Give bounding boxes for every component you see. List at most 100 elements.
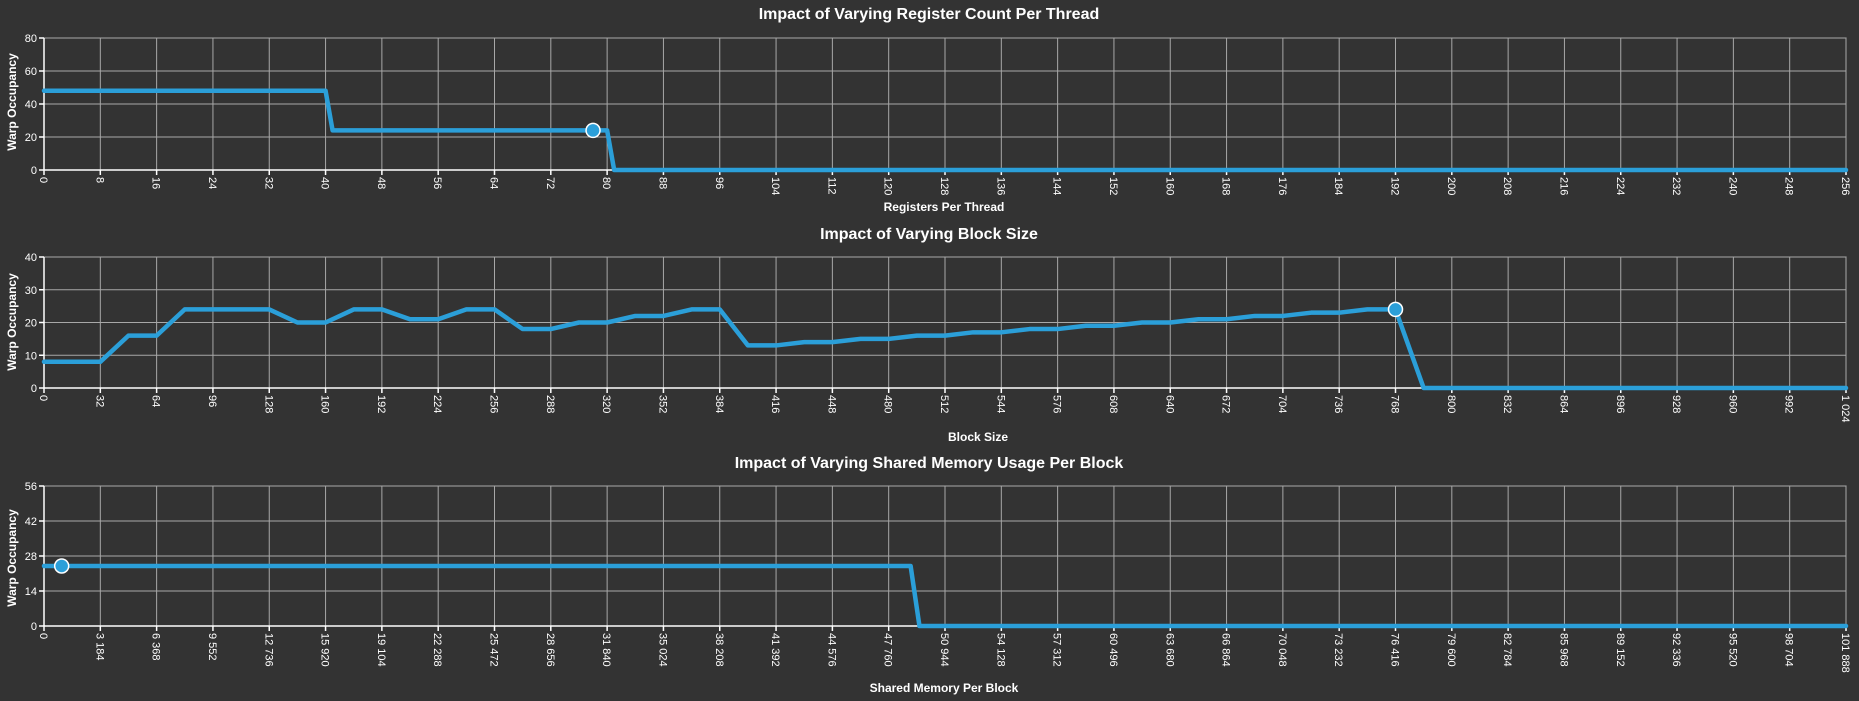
block-size-x-tick-label: 192 [375, 395, 387, 413]
registers-x-tick-label: 56 [431, 177, 443, 189]
block-size-x-tick-label: 256 [488, 395, 500, 413]
block-size-x-tick-label: 832 [1501, 395, 1513, 413]
shared-memory-current-marker[interactable] [53, 558, 70, 574]
chart-registers-plot: 0 8 16 24 32 40 48 56 64 72 80 88 96 104 112 120 128 136 1… [25, 33, 1851, 195]
block-size-x-tick-label: 416 [769, 395, 781, 413]
registers-x-tick-label: 104 [769, 177, 781, 195]
shared-memory-x-tick-label: 63 680 [1163, 633, 1175, 667]
registers-x-tick-label: 112 [825, 177, 837, 195]
block-size-x-tick-label: 992 [1783, 395, 1795, 413]
block-size-y-tick-label: 0 [31, 383, 37, 395]
shared-memory-x-tick-label: 15 920 [319, 633, 331, 667]
shared-memory-x-tick-label: 6 368 [150, 633, 162, 661]
chart-block-size-plot: 0 32 64 96 128 160 192 224 256 288 320 352 384 416 448… [25, 252, 1851, 423]
block-size-x-tick-label: 1 024 [1839, 395, 1851, 423]
registers-x-tick-label: 208 [1501, 177, 1513, 195]
registers-y-tick-label: 40 [25, 99, 37, 111]
shared-memory-x-tick-label: 12 736 [262, 633, 274, 667]
shared-memory-x-tick-label: 92 336 [1670, 633, 1682, 667]
shared-memory-y-tick-label: 42 [25, 516, 37, 528]
block-size-x-tick-label: 736 [1332, 395, 1344, 413]
registers-current-marker[interactable] [585, 122, 601, 139]
registers-x-tick-label: 40 [319, 177, 331, 189]
block-size-x-tick-label: 480 [882, 395, 894, 413]
shared-memory-x-tick-label: 35 024 [656, 633, 668, 667]
shared-memory-y-tick-label: 56 [25, 481, 37, 493]
shared-memory-x-tick-label: 19 104 [375, 633, 387, 667]
chart-block-size-ylabel: Warp Occupancy [5, 273, 19, 371]
shared-memory-x-tick-label: 9 552 [206, 633, 218, 661]
registers-y-tick-label: 60 [25, 66, 37, 78]
registers-x-tick-label: 240 [1726, 177, 1738, 195]
block-size-x-tick-label: 544 [994, 395, 1006, 413]
registers-x-tick-label: 136 [994, 177, 1006, 195]
block-size-x-tick-label: 768 [1389, 395, 1401, 413]
shared-memory-x-tick-label: 79 600 [1445, 633, 1457, 667]
shared-memory-series-line [41, 563, 1849, 629]
block-size-x-tick-label: 224 [431, 395, 443, 413]
registers-x-tick-label: 64 [488, 177, 500, 189]
block-size-x-tick-label: 0 [37, 395, 49, 401]
registers-x-tick-label: 48 [375, 177, 387, 189]
block-size-x-tick-label: 32 [93, 395, 105, 407]
block-size-x-tick-label: 288 [544, 395, 556, 413]
registers-y-tick-label: 0 [31, 165, 37, 177]
block-size-current-marker[interactable] [1387, 301, 1404, 318]
chart-shared-memory-title: Impact of Varying Shared Memory Usage Pe… [735, 455, 1124, 472]
registers-x-tick-label: 88 [656, 177, 668, 189]
block-size-x-tick-label: 960 [1726, 395, 1738, 413]
chart-registers-title: Impact of Varying Register Count Per Thr… [759, 6, 1100, 23]
registers-x-tick-label: 120 [882, 177, 894, 195]
chart-registers-xlabel: Registers Per Thread [884, 200, 1005, 214]
shared-memory-x-tick-label: 101 888 [1839, 633, 1851, 673]
shared-memory-x-tick-label: 25 472 [488, 633, 500, 667]
chart-block-size-title: Impact of Varying Block Size [820, 226, 1038, 243]
block-size-x-tick-label: 800 [1445, 395, 1457, 413]
shared-memory-y-tick-label: 14 [25, 586, 37, 598]
chart-registers-ylabel: Warp Occupancy [5, 53, 19, 151]
block-size-y-tick-label: 40 [25, 252, 37, 264]
registers-x-tick-label: 232 [1670, 177, 1682, 195]
registers-series-line [41, 88, 1849, 173]
block-size-y-tick-label: 30 [25, 285, 37, 297]
block-size-x-tick-label: 160 [319, 395, 331, 413]
block-size-x-tick-label: 864 [1557, 395, 1569, 413]
shared-memory-x-tick-label: 50 944 [938, 633, 950, 667]
shared-memory-x-tick-label: 95 520 [1726, 633, 1738, 667]
shared-memory-x-tick-label: 82 784 [1501, 633, 1513, 667]
block-size-x-tick-label: 512 [938, 395, 950, 413]
chart-block-size-xlabel: Block Size [948, 430, 1008, 444]
registers-x-tick-label: 8 [93, 177, 105, 183]
block-size-x-tick-label: 896 [1614, 395, 1626, 413]
registers-x-tick-label: 184 [1332, 177, 1344, 195]
shared-memory-x-tick-label: 73 232 [1332, 633, 1344, 667]
block-size-x-tick-label: 928 [1670, 395, 1682, 413]
chart-shared-memory-plot: 0 3 184 6 368 9 552 12 736 15 920 19 104 22 288… [25, 481, 1851, 673]
registers-x-tick-label: 16 [150, 177, 162, 189]
block-size-x-tick-label: 64 [150, 395, 162, 407]
shared-memory-x-tick-label: 41 392 [769, 633, 781, 667]
block-size-x-tick-label: 640 [1163, 395, 1175, 413]
registers-x-tick-label: 192 [1389, 177, 1401, 195]
block-size-y-tick-label: 10 [25, 350, 37, 362]
block-size-x-tick-label: 128 [262, 395, 274, 413]
shared-memory-x-tick-label: 85 968 [1557, 633, 1569, 667]
registers-x-tick-label: 144 [1051, 177, 1063, 195]
registers-x-tick-label: 152 [1107, 177, 1119, 195]
chart-shared-memory: Impact of Varying Shared Memory Usage Pe… [5, 455, 1851, 695]
registers-x-tick-label: 128 [938, 177, 950, 195]
shared-memory-x-tick-label: 70 048 [1276, 633, 1288, 667]
registers-x-tick-label: 72 [544, 177, 556, 189]
shared-memory-x-tick-label: 60 496 [1107, 633, 1119, 667]
shared-memory-x-tick-label: 57 312 [1051, 633, 1063, 667]
shared-memory-x-tick-label: 54 128 [994, 633, 1006, 667]
shared-memory-y-tick-label: 0 [31, 621, 37, 633]
shared-memory-x-tick-label: 47 760 [882, 633, 894, 667]
block-size-x-tick-label: 576 [1051, 395, 1063, 413]
block-size-y-tick-label: 20 [25, 318, 37, 330]
shared-memory-x-tick-label: 31 840 [600, 633, 612, 667]
shared-memory-x-tick-label: 3 184 [93, 633, 105, 661]
chart-registers: Impact of Varying Register Count Per Thr… [5, 6, 1851, 214]
shared-memory-y-tick-label: 28 [25, 551, 37, 563]
block-size-x-tick-label: 672 [1220, 395, 1232, 413]
